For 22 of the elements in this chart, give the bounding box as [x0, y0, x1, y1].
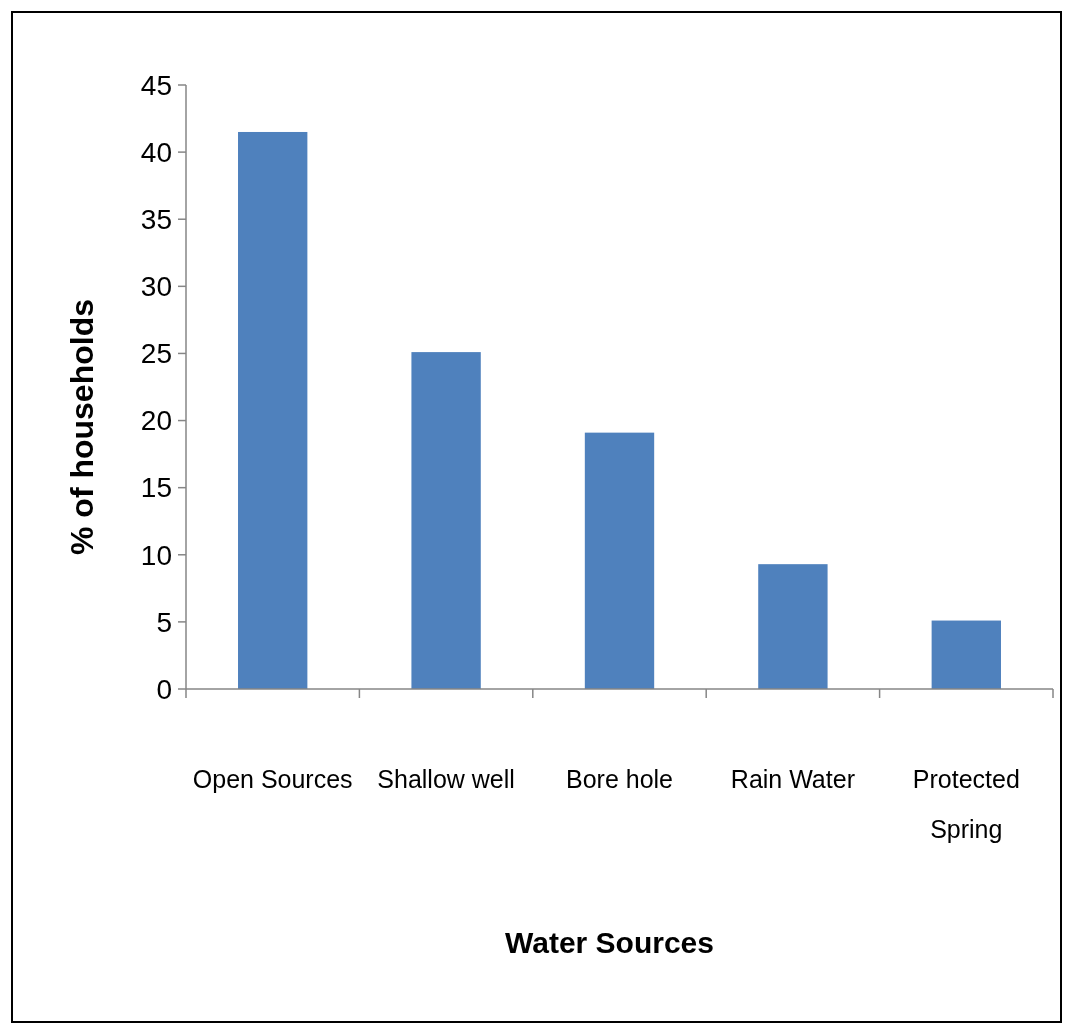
y-tick-label: 35	[140, 204, 172, 236]
bar	[584, 432, 655, 689]
y-tick-label: 25	[140, 338, 172, 370]
bar	[411, 352, 481, 689]
x-tick-label: Shallow well	[377, 765, 515, 793]
x-axis-title: Water Sources	[505, 926, 714, 959]
x-tick-label: Protected Spring	[912, 765, 1020, 843]
y-tick-label: 45	[140, 69, 172, 101]
y-tick-label: 15	[140, 472, 172, 504]
x-tick-label: Bore hole	[565, 765, 674, 793]
bar	[758, 564, 828, 689]
x-tick-label: Rain Water	[730, 765, 855, 793]
y-tick-label: 30	[140, 271, 172, 303]
y-axis-title: % of households	[64, 299, 100, 555]
bar	[238, 131, 308, 689]
y-tick-label: 20	[140, 405, 172, 437]
y-tick-label: 5	[156, 606, 172, 638]
y-tick-label: 0	[156, 673, 172, 705]
bar	[931, 620, 1001, 689]
x-tick-label: Open Sources	[192, 765, 353, 793]
y-tick-label: 10	[140, 539, 172, 571]
y-tick-label: 40	[140, 136, 172, 168]
